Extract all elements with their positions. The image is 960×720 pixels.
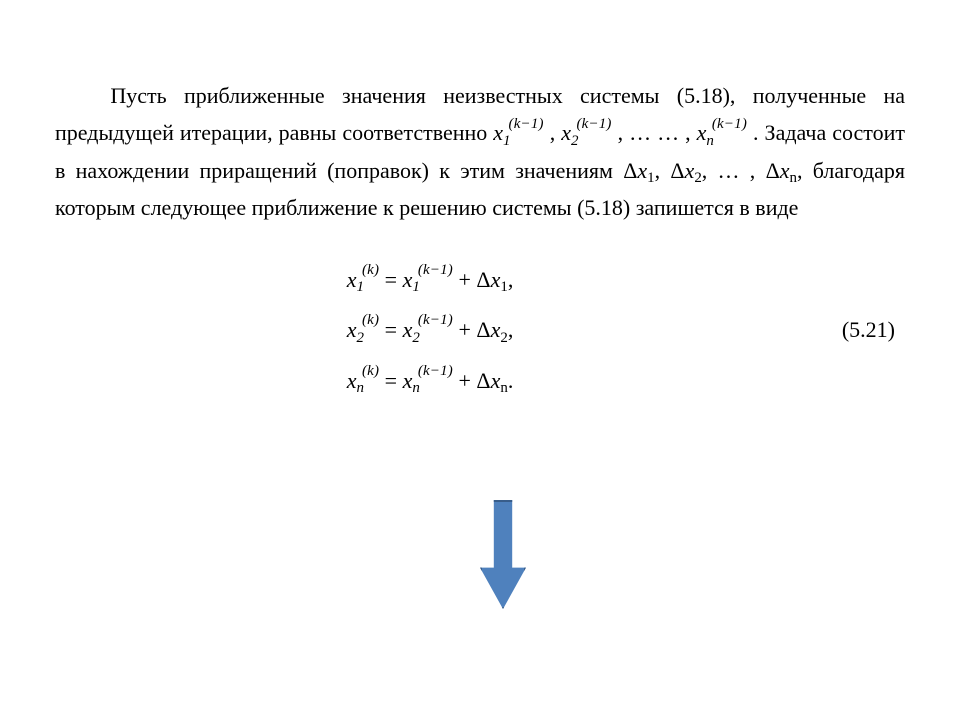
equation-line-n: xn(k) = xn(k−1) + Δxn.: [347, 356, 514, 407]
sub: n: [706, 133, 713, 149]
equation-line-2: x2(k) = x2(k−1) + Δx2,: [347, 305, 514, 356]
sup: (k−1): [418, 262, 453, 278]
text-segment: ,: [655, 158, 671, 183]
punct: ,: [508, 317, 514, 342]
sup: (k): [362, 363, 379, 379]
sub: 1: [503, 133, 510, 149]
var-x: x: [561, 120, 571, 145]
sup: (k): [362, 262, 379, 278]
sup: (k−1): [712, 116, 747, 132]
page: Пусть приближенные значения неизвестных …: [0, 0, 960, 720]
eq-sign: =: [385, 267, 403, 292]
var-x: x: [403, 317, 413, 342]
sup: (k−1): [418, 363, 453, 379]
delta: Δ: [623, 158, 637, 183]
var-x: x: [491, 368, 501, 393]
var-x: x: [403, 267, 413, 292]
down-arrow-icon: [480, 500, 526, 609]
equation-line-1: x1(k) = x1(k−1) + Δx1,: [347, 255, 514, 306]
var-x: x: [491, 267, 501, 292]
var-x: x: [685, 158, 695, 183]
sub: n: [789, 170, 796, 186]
sub: n: [356, 380, 363, 396]
sub: n: [500, 380, 507, 396]
plus-sign: +: [458, 317, 476, 342]
math-dx1: Δx1: [623, 158, 654, 183]
var-x: x: [347, 267, 357, 292]
math-xn-km1: xn(k−1): [697, 120, 753, 145]
delta: Δ: [476, 368, 490, 393]
math-x2-km1: x2(k−1): [561, 120, 617, 145]
sub: 2: [571, 133, 578, 149]
math-x1-km1: x1(k−1): [493, 120, 549, 145]
sub: 1: [500, 279, 507, 295]
sup: (k−1): [576, 116, 611, 132]
equation-lines: x1(k) = x1(k−1) + Δx1, x2(k) = x2(k−1) +…: [347, 255, 514, 407]
var-x: x: [403, 368, 413, 393]
delta: Δ: [766, 158, 780, 183]
var-x: x: [493, 120, 503, 145]
sup: (k−1): [509, 116, 544, 132]
delta: Δ: [476, 317, 490, 342]
sub: n: [412, 380, 419, 396]
math-dx2: Δx2: [670, 158, 701, 183]
var-x: x: [491, 317, 501, 342]
text-segment: ,: [550, 120, 562, 145]
sub: 1: [412, 279, 419, 295]
plus-sign: +: [458, 368, 476, 393]
sub: 1: [356, 279, 363, 295]
equation-block: x1(k) = x1(k−1) + Δx1, x2(k) = x2(k−1) +…: [55, 255, 905, 407]
text-segment: , … ,: [702, 158, 766, 183]
punct: .: [508, 368, 514, 393]
equation-number: (5.21): [805, 317, 905, 343]
sub: 2: [412, 330, 419, 346]
var-x: x: [347, 317, 357, 342]
var-x: x: [347, 368, 357, 393]
sup: (k): [362, 312, 379, 328]
text-segment: , … … ,: [618, 120, 697, 145]
equation-center: x1(k) = x1(k−1) + Δx1, x2(k) = x2(k−1) +…: [55, 255, 805, 407]
sub: 2: [356, 330, 363, 346]
delta: Δ: [670, 158, 684, 183]
punct: ,: [508, 267, 514, 292]
eq-sign: =: [385, 368, 403, 393]
down-arrow: [480, 500, 526, 609]
main-paragraph: Пусть приближенные значения неизвестных …: [55, 77, 905, 227]
eq-sign: =: [385, 317, 403, 342]
sub: 2: [500, 330, 507, 346]
var-x: x: [637, 158, 647, 183]
sub: 2: [694, 170, 701, 186]
sub: 1: [647, 170, 654, 186]
var-x: x: [697, 120, 707, 145]
plus-sign: +: [458, 267, 476, 292]
delta: Δ: [476, 267, 490, 292]
sup: (k−1): [418, 312, 453, 328]
math-dxn: Δxn: [766, 158, 797, 183]
